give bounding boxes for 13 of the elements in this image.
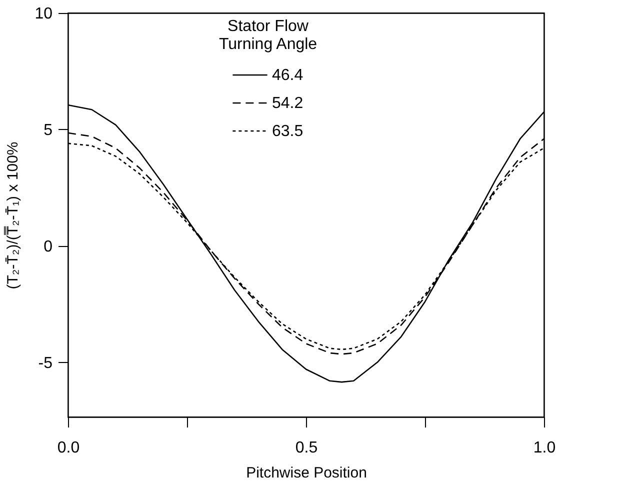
legend-label: 63.5	[272, 123, 304, 140]
legend-label: 46.4	[272, 67, 304, 84]
x-axis-title: Pitchwise Position	[246, 464, 367, 482]
y-tick-label: 10	[34, 6, 53, 22]
legend-title: Stator Flow Turning Angle	[218, 18, 318, 53]
y-axis-title: (T₂-T̄₂)/(T̿₂-T̄₁) x 100%	[4, 142, 22, 290]
legend-label: 54.2	[272, 95, 304, 112]
x-tick-label: 1.0	[533, 440, 556, 456]
y-tick-label: -5	[38, 354, 53, 372]
y-tick-label: 0	[44, 238, 53, 256]
x-tick-label: 0.5	[295, 440, 318, 456]
y-tick-label: 5	[44, 122, 53, 139]
x-tick-label: 0.0	[57, 440, 80, 456]
